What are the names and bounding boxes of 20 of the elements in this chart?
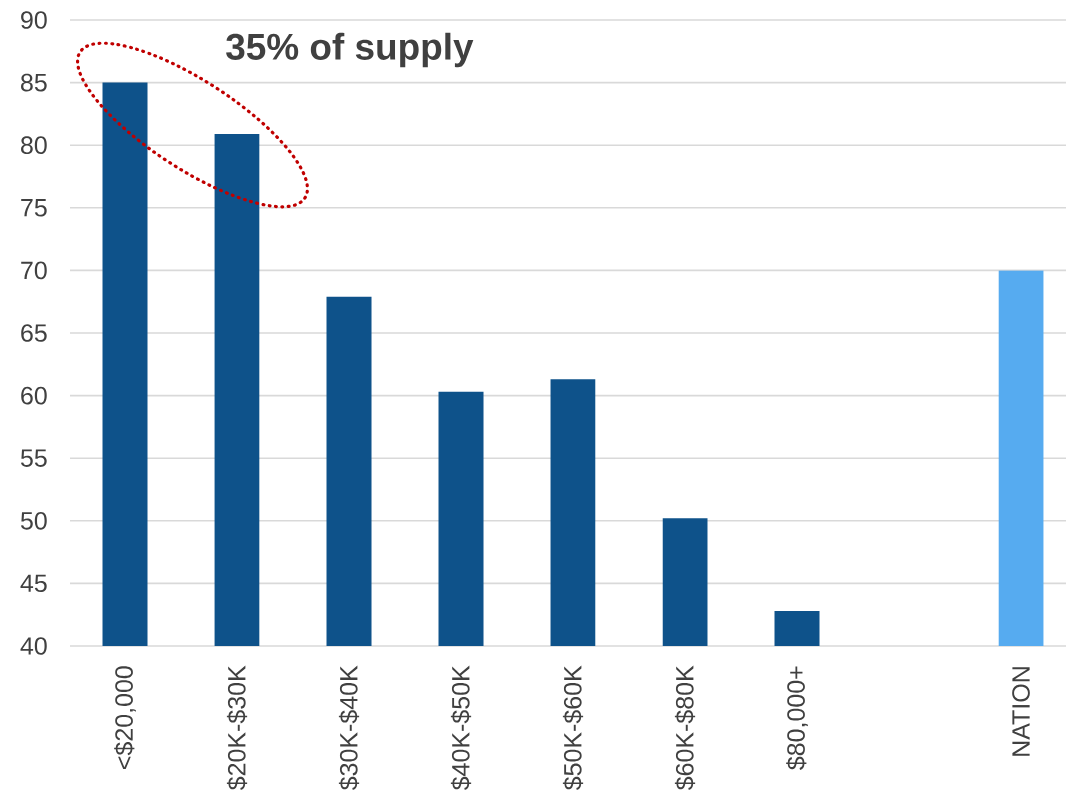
y-tick-label: 45 [20, 574, 47, 593]
y-tick-label: 65 [21, 324, 47, 342]
x-tick-label: $30K-$40K [338, 665, 360, 791]
y-tick-label: 90 [21, 11, 47, 29]
y-tick-label: 70 [21, 261, 47, 280]
x-tick-label: $20K-$30K [226, 665, 248, 791]
x-tick-label: <$20,000 [114, 666, 136, 769]
y-tick-label: 55 [20, 449, 47, 467]
y-tick-label: 50 [20, 511, 47, 530]
x-tick-label: NATION [1012, 667, 1030, 756]
x-tick-label: $50K-$60K [562, 665, 584, 791]
y-tick-label: 80 [21, 136, 47, 155]
x-tick-label: $40K-$50K [450, 665, 472, 791]
annotation: 35% of supply [226, 32, 474, 68]
y-tick-label: 85 [21, 73, 47, 92]
y-tick-label: 75 [21, 199, 47, 217]
y-tick-label: 40 [20, 637, 47, 655]
y-tick-label: 60 [21, 386, 47, 405]
x-tick-label: $60K-$80K [674, 665, 696, 791]
x-tick-label: $80,000+ [786, 666, 808, 770]
